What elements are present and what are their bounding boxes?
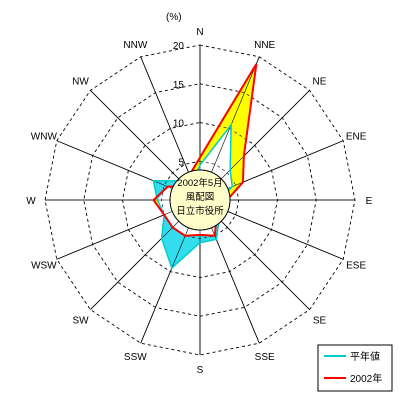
grid-ring-overlay-5 — [160, 160, 240, 240]
center-circle — [169, 169, 231, 231]
direction-label-ne: NE — [313, 76, 327, 87]
grid-ring-overlay-20 — [44, 44, 356, 356]
direction-label-e: E — [366, 196, 373, 207]
direction-label-ssw: SSW — [124, 352, 147, 363]
direction-labels: N NNE NE ENE E ESE SE SSE S SSW SW WSW W WNW NW NNW — [26, 27, 372, 376]
tick-label-10: 10 — [173, 119, 185, 130]
direction-label-sw: SW — [72, 316, 89, 327]
direction-label-w: W — [26, 196, 36, 207]
legend-label-2002: 2002年 — [350, 372, 382, 385]
legend: 平年値 2002年 — [317, 344, 393, 392]
direction-label-s: S — [197, 365, 204, 376]
unit-label: (%) — [166, 12, 182, 23]
tick-label-5: 5 — [178, 157, 184, 168]
center-title-line2: 風配図 — [186, 192, 215, 203]
center-info: 2002年5月 風配図 日立市役所 — [169, 169, 231, 231]
tick-label-20: 20 — [173, 41, 185, 52]
center-title-line1: 2002年5月 — [177, 177, 222, 189]
direction-label-nne: NNE — [254, 40, 275, 51]
center-title-line3: 日立市役所 — [176, 205, 224, 217]
direction-label-ene: ENE — [346, 131, 367, 142]
direction-label-ese: ESE — [346, 261, 366, 272]
direction-label-sse: SSE — [255, 352, 275, 363]
direction-label-wsw: WSW — [31, 261, 57, 272]
legend-box — [317, 344, 393, 392]
direction-label-nw: NW — [72, 76, 89, 87]
direction-label-wnw: WNW — [31, 131, 58, 142]
direction-label-n: N — [196, 27, 203, 38]
series-line-normal — [152, 122, 234, 270]
direction-label-se: SE — [313, 316, 327, 327]
direction-label-nnw: NNW — [123, 40, 147, 51]
grid-ring-overlay-15 — [83, 83, 317, 317]
legend-label-normal: 平年値 — [350, 350, 380, 363]
tick-label-15: 15 — [173, 80, 185, 91]
grid-ring-overlay-10 — [122, 122, 278, 278]
